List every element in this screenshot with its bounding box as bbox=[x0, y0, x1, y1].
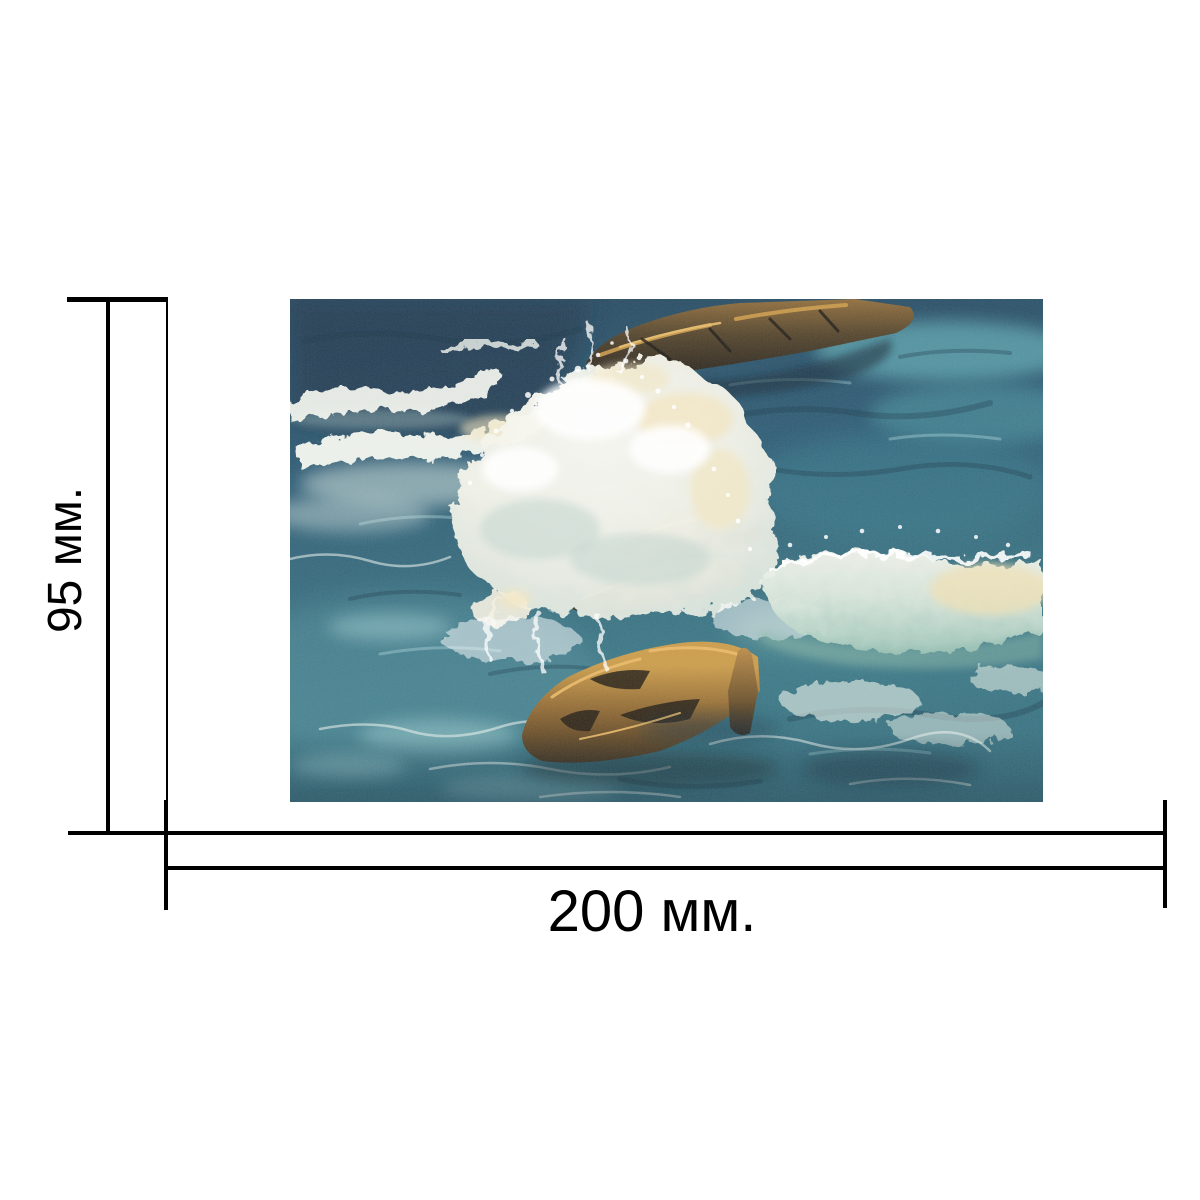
height-dimension-line bbox=[106, 298, 110, 833]
photo-grain bbox=[290, 299, 1043, 802]
width-dimension-left-cap bbox=[164, 800, 168, 910]
sea-waves-photo-illustration bbox=[290, 299, 1043, 802]
width-dimension-label: 200 мм. bbox=[547, 879, 757, 944]
product-photo bbox=[290, 299, 1043, 802]
width-dimension-line bbox=[164, 866, 1167, 870]
height-dimension-label: 95 мм. bbox=[39, 486, 92, 634]
left-extension-line bbox=[166, 301, 168, 802]
height-dimension-top-cap bbox=[67, 297, 168, 302]
width-dimension-right-cap bbox=[1163, 800, 1167, 908]
baseline-extension-line bbox=[68, 831, 1167, 835]
